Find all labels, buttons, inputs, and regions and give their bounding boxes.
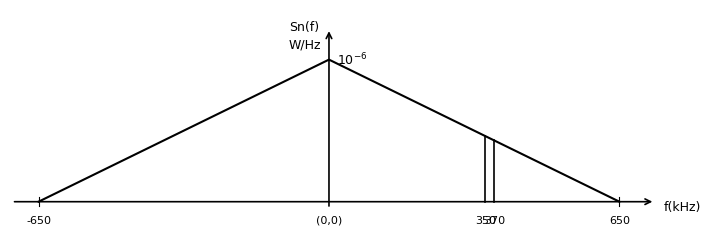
Text: 350: 350 [475,216,496,226]
Text: (0,0): (0,0) [316,216,342,226]
Text: f(kHz): f(kHz) [663,201,701,214]
Text: 650: 650 [609,216,630,226]
Text: -650: -650 [26,216,51,226]
Text: 370: 370 [484,216,505,226]
Text: $10^{-6}$: $10^{-6}$ [337,51,368,68]
Text: Sn(f): Sn(f) [289,21,320,34]
Text: W/Hz: W/Hz [288,38,321,51]
